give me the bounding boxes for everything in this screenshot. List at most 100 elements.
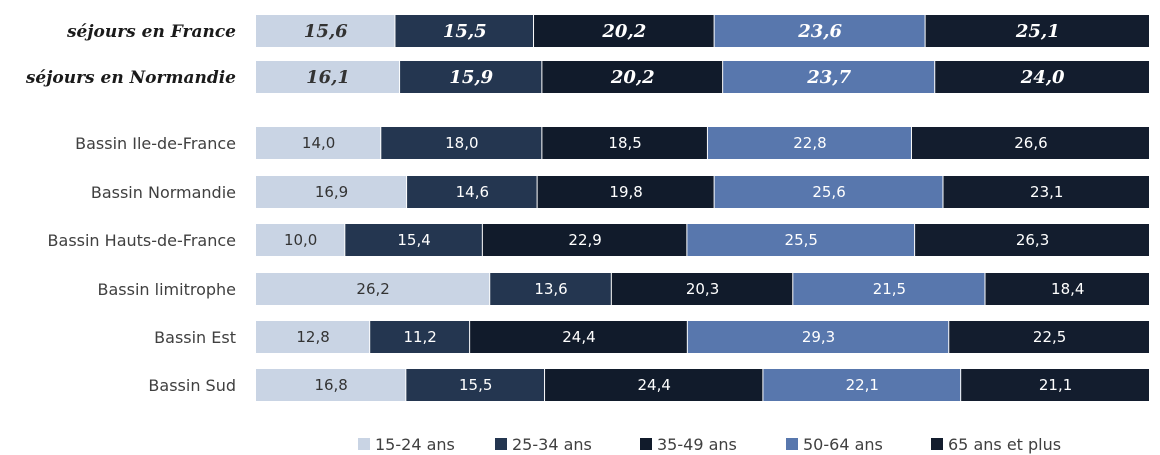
bar-segment [256,176,407,208]
legend-swatch [786,438,798,450]
bar-segment [470,321,687,353]
bar-segment [542,127,707,159]
bar-segment [542,61,723,93]
bar-segment [714,15,925,47]
data-label: 22,9 [568,231,601,249]
data-label: 15,5 [459,376,492,394]
data-label: 14,0 [302,134,335,152]
legend: 15-24 ans 25-34 ans 35-49 ans 50-64 ans 65 a… [358,435,1061,454]
data-label: 13,6 [534,280,567,298]
bar-segment [345,224,482,256]
data-label: 25,5 [785,231,818,249]
category-label: Bassin limitrophe [98,280,236,299]
bar-segment [482,224,687,256]
bar-segment [961,369,1149,401]
data-label: 14,6 [456,183,489,201]
data-label: 21,5 [873,280,906,298]
bar-segment [763,369,961,401]
legend-swatch [358,438,370,450]
data-label: 25,1 [1015,21,1060,42]
data-label: 18,4 [1051,280,1084,298]
bar-segment [911,127,1149,159]
bar-segment [915,224,1149,256]
data-label: 16,8 [314,376,347,394]
data-label: 25,6 [812,183,845,201]
bars: 15,6 15,5 20,2 23,6 25,1 16,1 15,9 20,2 23,7 24,0… [256,15,1149,401]
legend-swatch [931,438,943,450]
bar-segment [687,321,949,353]
data-label: 16,9 [315,183,348,201]
bar-segment [687,224,915,256]
bar-segment [707,127,911,159]
data-label: 22,1 [846,376,879,394]
legend-label: 15-24 ans [375,435,455,454]
data-label: 24,0 [1020,67,1065,88]
bar-segment [256,127,381,159]
category-label: Bassin Normandie [91,183,236,202]
bar-segment [925,15,1149,47]
legend-swatch [495,438,507,450]
data-label: 26,2 [356,280,389,298]
bar-segment [256,15,395,47]
legend-label: 25-34 ans [512,435,592,454]
data-label: 26,6 [1014,134,1047,152]
bar-segment [545,369,763,401]
bar-segment [256,369,406,401]
bar-segment [949,321,1149,353]
bar-segment [406,369,545,401]
data-label: 24,4 [638,376,671,394]
bar-segment [534,15,714,47]
data-label: 23,1 [1030,183,1063,201]
bar-segment [370,321,470,353]
legend-label: 65 ans et plus [948,435,1061,454]
category-label: Bassin Ile-de-France [75,134,236,153]
bar-segment [256,273,490,305]
category-label: Bassin Sud [148,376,236,395]
data-label: 15,5 [443,21,487,42]
data-label: 20,3 [686,280,719,298]
data-label: 22,8 [793,134,826,152]
category-label: séjours en France [66,22,236,42]
bar-segment [714,176,943,208]
bar-segment [943,176,1149,208]
data-label: 10,0 [284,231,317,249]
bar-segment [490,273,611,305]
data-label: 23,6 [797,21,842,42]
legend-label: 50-64 ans [803,435,883,454]
category-label: séjours en Normandie [25,68,236,88]
bar-segment [381,127,542,159]
category-labels: séjours en France séjours en Normandie Bas… [25,22,236,395]
data-label: 12,8 [296,328,329,346]
data-label: 15,9 [449,67,493,88]
bar-segment [256,224,345,256]
data-label: 23,7 [806,67,851,88]
bar-segment [611,273,793,305]
data-label: 18,5 [608,134,641,152]
category-label: Bassin Est [154,328,236,347]
data-label: 19,8 [609,183,642,201]
data-label: 22,5 [1033,328,1066,346]
bar-segment [407,176,537,208]
bar-segment [537,176,714,208]
bar-segment [793,273,985,305]
bar-segment [395,15,534,47]
data-label: 26,3 [1016,231,1049,249]
data-label: 20,2 [601,21,646,42]
data-label: 29,3 [802,328,835,346]
bar-segment [256,321,370,353]
data-label: 15,6 [304,21,348,42]
data-label: 11,2 [403,328,436,346]
category-label: Bassin Hauts-de-France [48,231,236,250]
bar-segment [256,61,400,93]
data-label: 18,0 [445,134,478,152]
data-label: 24,4 [562,328,595,346]
bar-segment [935,61,1149,93]
bar-segment [985,273,1149,305]
data-label: 15,4 [397,231,430,249]
legend-label: 35-49 ans [657,435,737,454]
data-label: 16,1 [306,67,350,88]
data-label: 21,1 [1039,376,1072,394]
legend-swatch [640,438,652,450]
data-label: 20,2 [610,67,655,88]
